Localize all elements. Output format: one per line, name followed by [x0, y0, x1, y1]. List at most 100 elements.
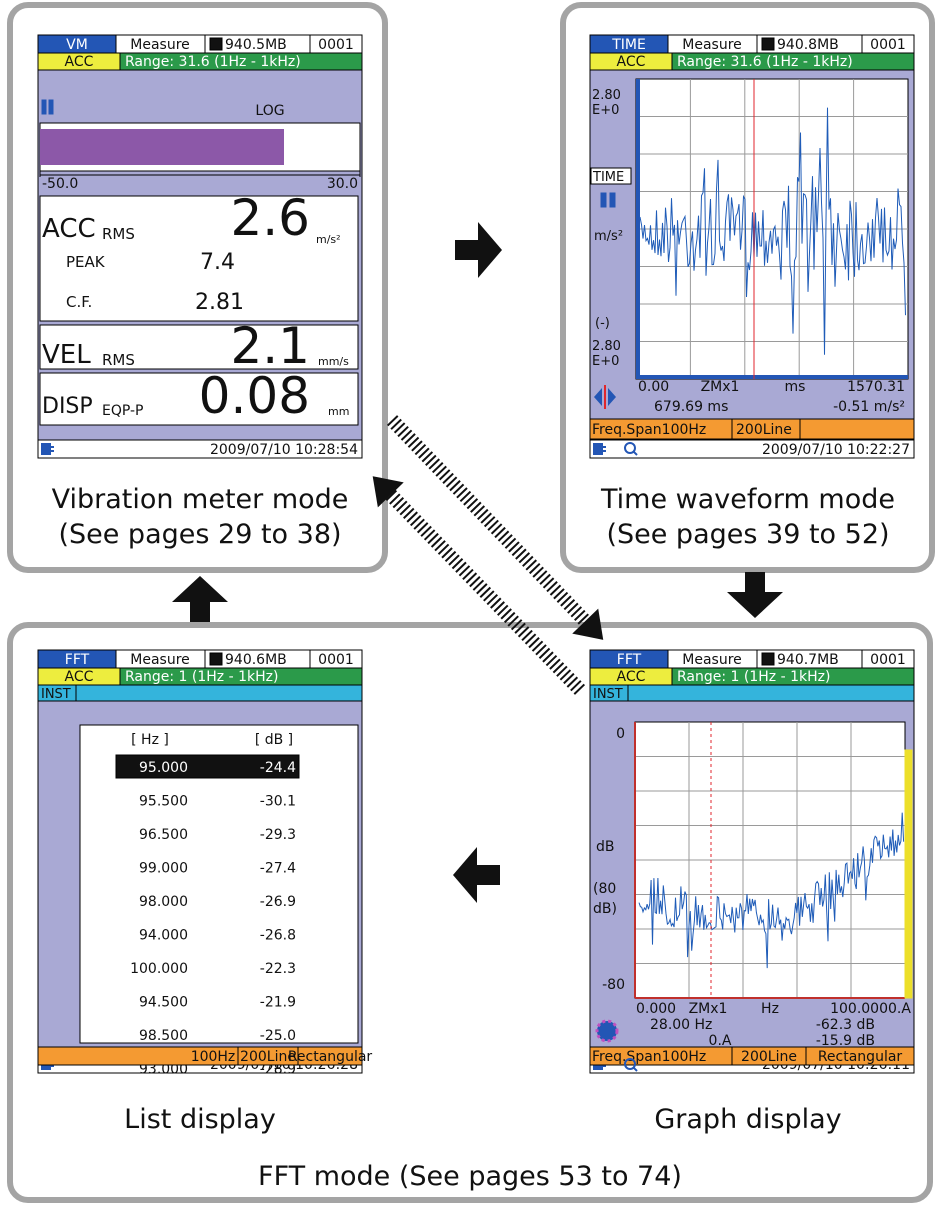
level: -22.3 — [260, 961, 296, 977]
panel-label-box — [590, 167, 632, 185]
zoom-icon — [632, 450, 638, 456]
axis-label: E+0 — [592, 354, 619, 369]
level: -21.9 — [260, 995, 296, 1011]
info-bar — [37, 1046, 363, 1066]
y-label: 0 — [616, 726, 625, 742]
level: -24.4 — [260, 760, 296, 776]
range: Range: 1 (1Hz - 1kHz) — [677, 669, 830, 685]
zoom: ZMx1 — [689, 1001, 728, 1017]
arrow-up — [172, 576, 228, 622]
display-bar — [589, 684, 915, 702]
tick-label: 30.0 — [327, 176, 358, 192]
zoom-icon — [624, 442, 636, 454]
status: Measure — [682, 37, 742, 53]
vel-label: VEL — [42, 340, 91, 370]
mode: TIME — [611, 37, 646, 53]
vel-box — [39, 324, 359, 370]
axis-label: 2.80 — [592, 339, 621, 354]
datetime: 2009/07/10 10:28:54 — [210, 442, 358, 458]
display-cell — [37, 684, 77, 702]
y-range: dB) — [593, 901, 617, 917]
axis-label: E+0 — [592, 103, 619, 118]
memory: 940.7MB — [777, 652, 839, 668]
sensor: ACC — [65, 669, 94, 685]
acc-value: 2.6 — [230, 189, 310, 247]
display-bar — [37, 684, 363, 702]
mode: VM — [66, 37, 88, 53]
plug-icon — [593, 443, 606, 455]
x-unit: Hz — [761, 1001, 779, 1017]
zoom-icon — [624, 1058, 636, 1070]
caption: (See pages 29 to 38) — [58, 519, 341, 550]
overall-unit: 0.A — [888, 1001, 911, 1017]
cf-value: 2.81 — [195, 290, 244, 315]
caption: FFT mode (See pages 53 to 74) — [258, 1161, 682, 1192]
overall-level: -15.9 dB — [816, 1033, 875, 1049]
pause-icon — [48, 99, 54, 115]
sd-icon — [761, 652, 775, 666]
status: Measure — [130, 652, 190, 668]
display-cell — [589, 684, 629, 702]
frequency: 96.500 — [139, 827, 188, 843]
memory: 940.8MB — [777, 37, 839, 53]
column-header: [ dB ] — [255, 732, 293, 748]
arrow-down — [727, 572, 783, 618]
disp-sub: EQP-P — [102, 403, 144, 419]
plug-icon — [41, 443, 54, 455]
level: -26.9 — [260, 894, 296, 910]
file-number: 0001 — [318, 652, 354, 668]
y-unit: dB — [596, 839, 615, 855]
frequency: 100.000 — [130, 961, 188, 977]
cursor-level: -62.3 dB — [816, 1017, 875, 1033]
file-number: 0001 — [318, 37, 354, 53]
hatched-arrow — [382, 487, 586, 695]
unit: m/s² — [594, 229, 623, 244]
overall-bar — [904, 749, 913, 999]
spectrum — [638, 812, 905, 969]
memory: 940.5MB — [225, 37, 287, 53]
caption: (See pages 39 to 52) — [606, 519, 889, 550]
file-number: 0001 — [870, 652, 906, 668]
vel-sub: RMS — [102, 351, 135, 369]
level: -27.4 — [260, 861, 296, 877]
info-bar — [589, 1046, 915, 1066]
x-start: 0.000 — [636, 1001, 676, 1017]
pause-icon — [600, 192, 607, 208]
frequency: 95.500 — [139, 794, 188, 810]
freq-span: Freq.Span100Hz — [592, 422, 706, 438]
cursor-x: 679.69 ms — [654, 399, 728, 415]
arrow-head — [572, 608, 604, 640]
range-cell — [671, 52, 915, 71]
tick-label: -50.0 — [42, 176, 78, 192]
x-unit: ms — [785, 379, 806, 395]
footer — [589, 439, 915, 459]
level: -30.1 — [260, 794, 296, 810]
frequency: 95.000 — [139, 760, 188, 776]
level: -29.3 — [260, 827, 296, 843]
sensor: ACC — [65, 54, 94, 70]
hatched-arrow — [386, 415, 594, 629]
scale-label: LOG — [255, 103, 284, 119]
y-label: -80 — [602, 977, 625, 993]
frequency: 94.000 — [139, 928, 188, 944]
mode: FFT — [65, 652, 90, 668]
x-end: 1570.31 — [847, 379, 905, 395]
x-start: 0.00 — [638, 379, 669, 395]
peak-label: PEAK — [66, 253, 106, 271]
lines: 200Line — [736, 422, 792, 438]
level: -26.8 — [260, 928, 296, 944]
cursor-icon — [595, 1019, 619, 1043]
sd-icon — [209, 652, 223, 666]
status: Measure — [682, 652, 742, 668]
caption: Time waveform mode — [600, 484, 895, 515]
frequency: 94.500 — [139, 995, 188, 1011]
display-mode: INST — [593, 687, 623, 702]
disp-box — [39, 372, 359, 426]
mode: FFT — [617, 652, 642, 668]
lines: 200Line — [741, 1049, 797, 1065]
acc-label: ACC — [42, 214, 96, 244]
disp-unit: mm — [328, 405, 349, 418]
caption: List display — [124, 1104, 276, 1135]
acc-sub: RMS — [102, 225, 135, 243]
